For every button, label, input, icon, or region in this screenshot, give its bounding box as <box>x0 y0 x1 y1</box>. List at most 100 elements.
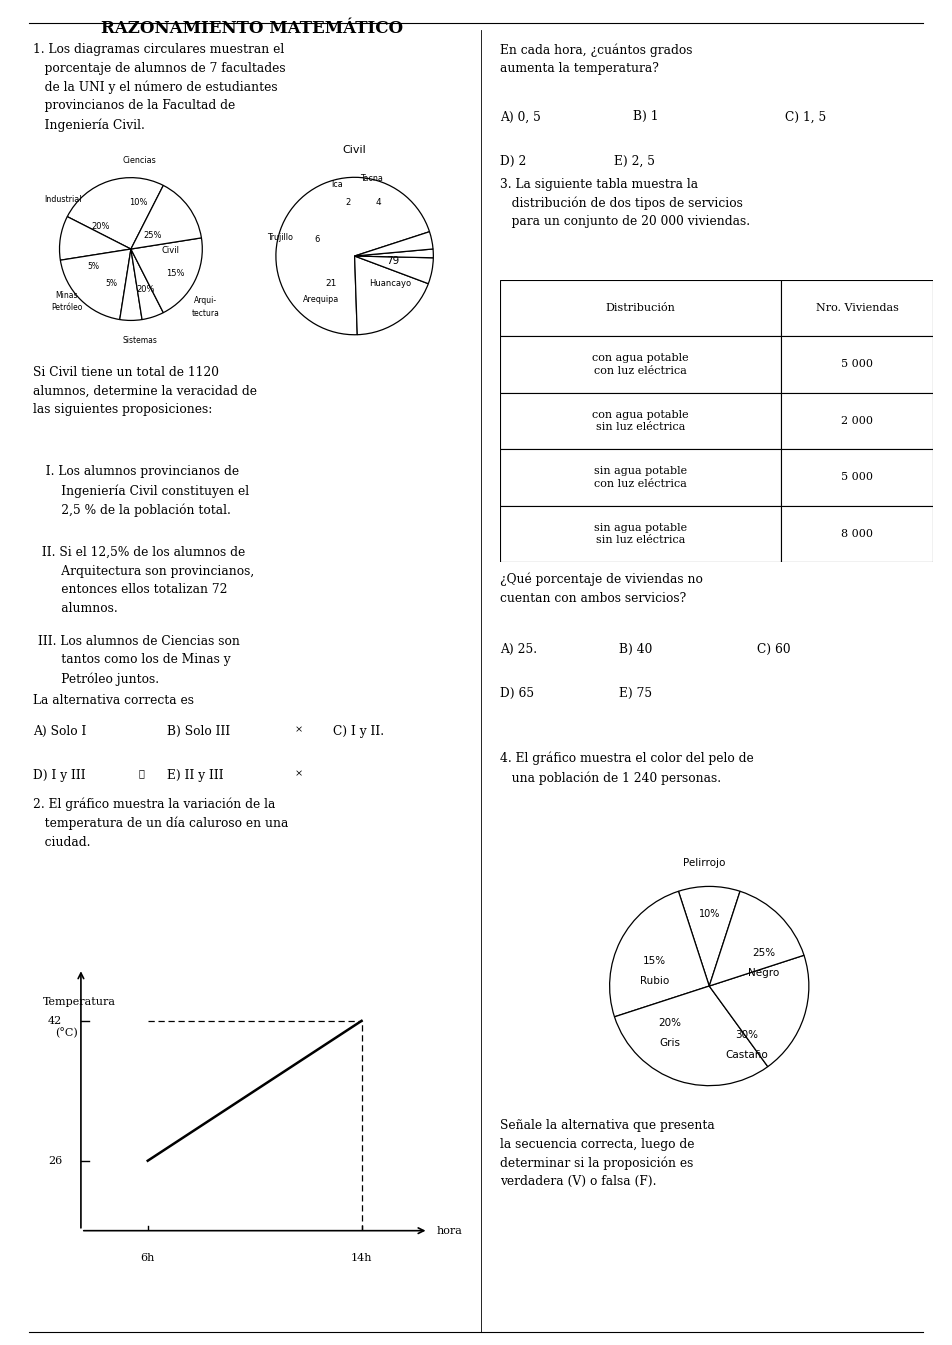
Text: B) 1: B) 1 <box>633 110 659 124</box>
Text: D) 65: D) 65 <box>500 687 534 701</box>
Text: hora: hora <box>436 1225 463 1236</box>
Text: Huancayo: Huancayo <box>369 278 411 288</box>
Text: B) Solo III: B) Solo III <box>167 725 229 738</box>
Text: I. Los alumnos provincianos de
      Ingeniería Civil constituyen el
      2,5 %: I. Los alumnos provincianos de Ingenierí… <box>38 465 249 516</box>
Wedge shape <box>709 892 804 986</box>
Text: A) Solo I: A) Solo I <box>33 725 87 738</box>
Text: D) I y III: D) I y III <box>33 769 86 783</box>
Text: C) 60: C) 60 <box>757 643 790 656</box>
Wedge shape <box>131 186 202 249</box>
Text: Gris: Gris <box>659 1038 680 1048</box>
Text: A) 25.: A) 25. <box>500 643 537 656</box>
Text: 25%: 25% <box>143 231 162 241</box>
Wedge shape <box>120 249 142 320</box>
Text: 5%: 5% <box>105 280 117 288</box>
Text: Pelirrojo: Pelirrojo <box>684 858 725 869</box>
Text: 8 000: 8 000 <box>842 529 873 539</box>
Text: B) 40: B) 40 <box>619 643 652 656</box>
Text: Negro: Negro <box>748 968 780 978</box>
Bar <box>500 280 782 336</box>
Text: 21: 21 <box>326 278 337 288</box>
Text: E) 2, 5: E) 2, 5 <box>614 155 655 168</box>
Text: ✓: ✓ <box>138 769 144 779</box>
Wedge shape <box>354 249 433 258</box>
Text: 15%: 15% <box>166 269 185 278</box>
Text: Tacna: Tacna <box>361 175 384 183</box>
Wedge shape <box>354 256 428 335</box>
Wedge shape <box>68 178 164 249</box>
Text: E) 75: E) 75 <box>619 687 652 701</box>
Text: ×: × <box>295 769 304 779</box>
Text: 4: 4 <box>375 198 381 207</box>
Wedge shape <box>614 986 768 1085</box>
Text: 2: 2 <box>346 198 351 207</box>
Text: C) 1, 5: C) 1, 5 <box>785 110 826 124</box>
Text: Sistemas: Sistemas <box>122 336 157 346</box>
Text: 2. El gráfico muestra la variación de la
   temperatura de un día caluroso en un: 2. El gráfico muestra la variación de la… <box>33 798 288 849</box>
Wedge shape <box>60 249 131 320</box>
Text: 3. La siguiente tabla muestra la
   distribución de dos tipos de servicios
   pa: 3. La siguiente tabla muestra la distrib… <box>500 178 750 229</box>
Text: Industrial: Industrial <box>45 195 82 203</box>
Text: ¿Qué porcentaje de viviendas no
cuentan con ambos servicios?: ¿Qué porcentaje de viviendas no cuentan … <box>500 573 703 605</box>
Text: Arequipa: Arequipa <box>304 295 340 304</box>
Text: La alternativa correcta es: La alternativa correcta es <box>33 694 194 707</box>
Bar <box>782 280 933 336</box>
Text: Trujillo: Trujillo <box>268 233 293 242</box>
Text: 42: 42 <box>48 1015 62 1026</box>
Text: 20%: 20% <box>658 1018 681 1028</box>
Text: Castaño: Castaño <box>725 1049 768 1060</box>
Bar <box>782 336 933 393</box>
Text: sin agua potable
sin luz eléctrica: sin agua potable sin luz eléctrica <box>594 523 687 545</box>
Text: con agua potable
con luz eléctrica: con agua potable con luz eléctrica <box>592 354 689 375</box>
Text: 5%: 5% <box>88 262 100 272</box>
Text: Civil: Civil <box>161 246 179 254</box>
Text: Si Civil tiene un total de 1120
alumnos, determine la veracidad de
las siguiente: Si Civil tiene un total de 1120 alumnos,… <box>33 366 257 416</box>
Text: tectura: tectura <box>192 309 220 317</box>
Wedge shape <box>131 238 202 312</box>
Wedge shape <box>354 256 433 284</box>
Text: 20%: 20% <box>91 222 110 231</box>
Text: 2 000: 2 000 <box>842 416 873 426</box>
Text: En cada hora, ¿cuántos grados
aumenta la temperatura?: En cada hora, ¿cuántos grados aumenta la… <box>500 43 692 75</box>
Bar <box>500 336 782 393</box>
Text: 10%: 10% <box>129 198 148 207</box>
Bar <box>500 506 782 562</box>
Text: E) II y III: E) II y III <box>167 769 223 783</box>
Text: Distribución: Distribución <box>605 303 676 313</box>
Text: D) 2: D) 2 <box>500 155 526 168</box>
Wedge shape <box>131 249 164 320</box>
Text: 5 000: 5 000 <box>842 472 873 483</box>
Text: Ica: Ica <box>331 180 343 188</box>
Wedge shape <box>709 955 809 1067</box>
Bar <box>782 449 933 506</box>
Text: 14h: 14h <box>351 1252 372 1263</box>
Text: C) I y II.: C) I y II. <box>333 725 385 738</box>
Text: 20%: 20% <box>136 285 154 293</box>
Text: Civil: Civil <box>343 145 367 155</box>
Text: Ciencias: Ciencias <box>123 156 156 165</box>
Text: 30%: 30% <box>736 1030 759 1040</box>
Text: 26: 26 <box>48 1155 62 1166</box>
Text: 10%: 10% <box>699 909 720 919</box>
Text: sin agua potable
con luz eléctrica: sin agua potable con luz eléctrica <box>594 467 687 488</box>
Wedge shape <box>679 886 740 986</box>
Text: A) 0, 5: A) 0, 5 <box>500 110 541 124</box>
Wedge shape <box>60 217 131 260</box>
Text: 25%: 25% <box>752 948 776 958</box>
Text: ×: × <box>295 725 304 734</box>
Text: con agua potable
sin luz eléctrica: con agua potable sin luz eléctrica <box>592 410 689 432</box>
Text: Temperatura: Temperatura <box>43 997 116 1007</box>
Text: (°C): (°C) <box>55 1028 78 1038</box>
Bar <box>500 449 782 506</box>
Text: Rubio: Rubio <box>640 976 669 986</box>
Text: 1. Los diagramas circulares muestran el
   porcentaje de alumnos de 7 facultades: 1. Los diagramas circulares muestran el … <box>33 43 286 132</box>
Wedge shape <box>609 892 709 1017</box>
Text: 4. El gráfico muestra el color del pelo de
   una población de 1 240 personas.: 4. El gráfico muestra el color del pelo … <box>500 752 754 784</box>
Text: 5 000: 5 000 <box>842 359 873 370</box>
Text: Nro. Viviendas: Nro. Viviendas <box>816 303 899 313</box>
Wedge shape <box>354 231 433 256</box>
Bar <box>782 393 933 449</box>
Text: Petróleo: Petróleo <box>51 303 82 312</box>
Text: 15%: 15% <box>643 956 666 966</box>
Text: Señale la alternativa que presenta
la secuencia correcta, luego de
determinar si: Señale la alternativa que presenta la se… <box>500 1119 715 1189</box>
